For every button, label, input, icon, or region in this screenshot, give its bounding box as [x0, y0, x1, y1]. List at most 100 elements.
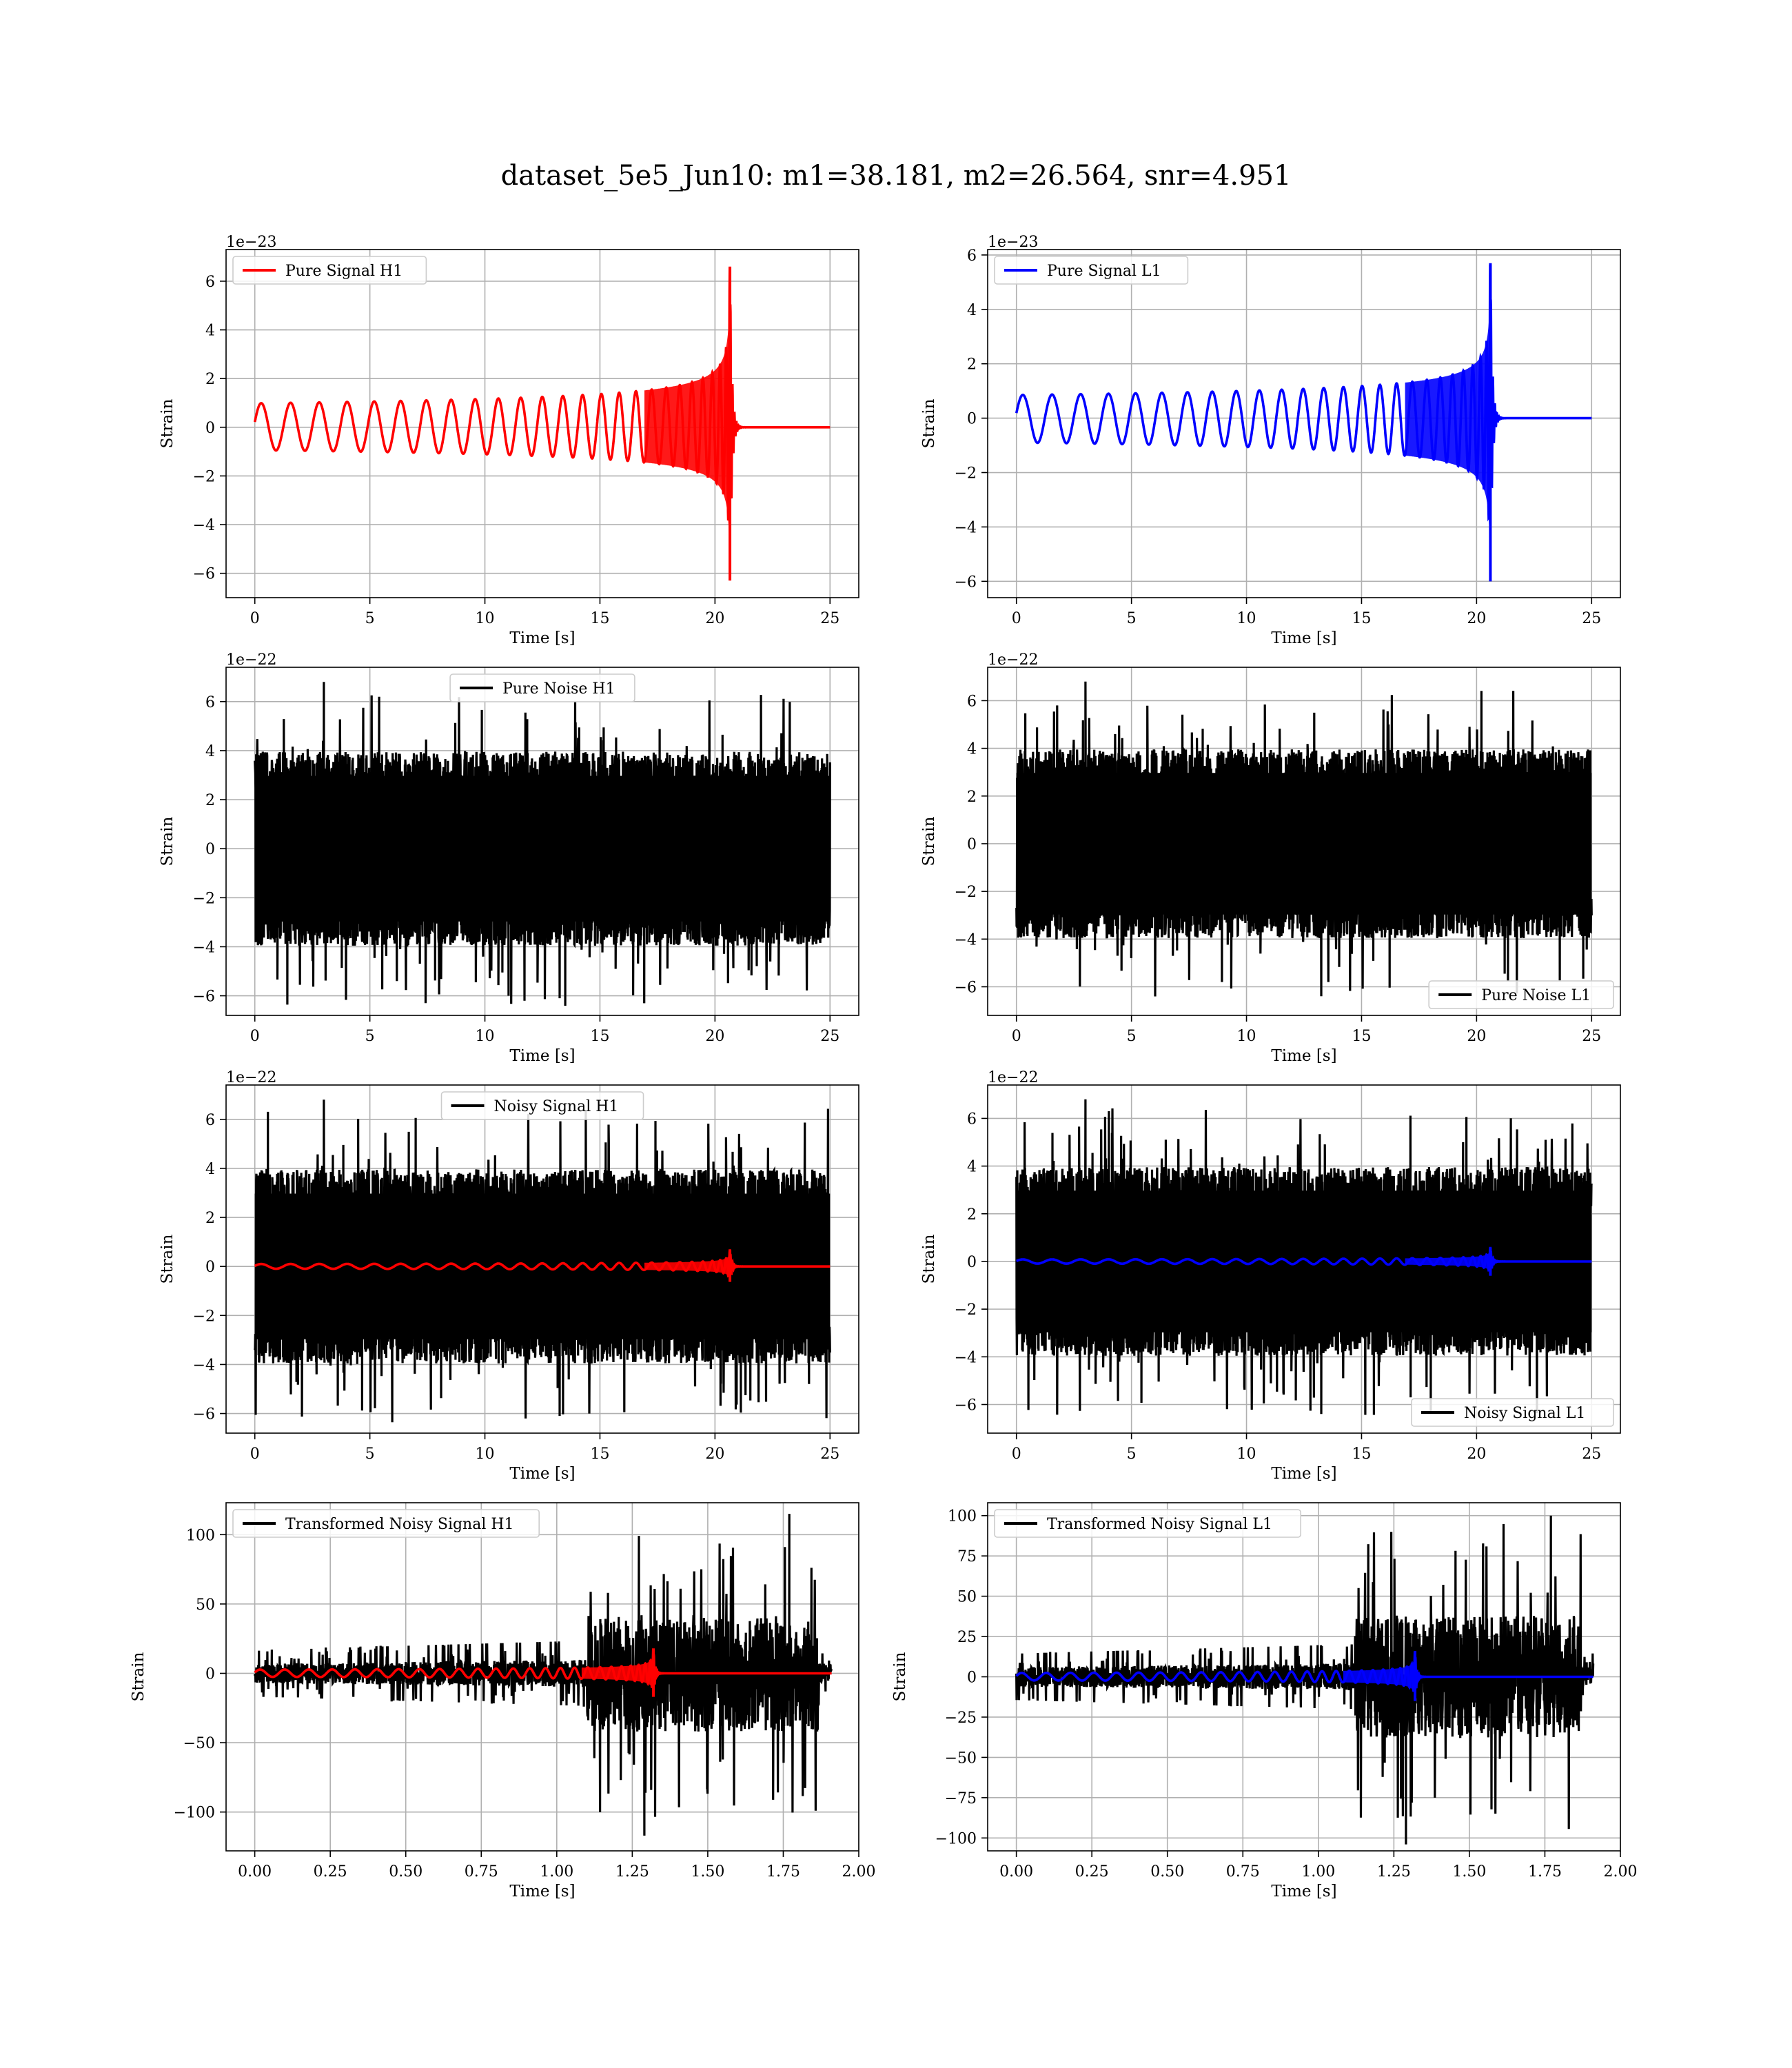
y-tick-label: 6	[967, 1111, 977, 1128]
y-axis-label: Strain	[159, 816, 176, 866]
x-tick-label: 0.50	[389, 1863, 422, 1881]
x-tick-label: 5	[365, 1028, 375, 1045]
legend-box	[449, 673, 635, 702]
y-tick-label: 4	[967, 741, 977, 758]
y-tick-label: −2	[193, 890, 215, 907]
legend-box	[994, 256, 1189, 285]
legend-box	[232, 1509, 540, 1538]
y-tick-label: 6	[967, 247, 977, 265]
legend: Noisy Signal H1	[440, 1091, 644, 1120]
x-tick-label: 0.50	[1150, 1863, 1184, 1881]
series-envelope	[644, 1250, 731, 1282]
x-tick-label: 0.00	[999, 1863, 1033, 1881]
chart-panel: 0 5 10 15 20 25 −6 −4 −2 0 2 4 6 Time [s] Strain 1e−22 P…	[920, 651, 1621, 1065]
legend-label: Pure Signal H1	[285, 263, 403, 280]
x-tick-label: 1.00	[1301, 1863, 1335, 1881]
legend-label: Pure Noise H1	[502, 680, 615, 698]
axis-offset-text: 1e−22	[226, 651, 276, 669]
legend: Pure Signal H1	[232, 256, 427, 285]
x-tick-label: 0.25	[314, 1863, 347, 1881]
y-tick-label: 2	[205, 1210, 215, 1227]
x-tick-label: 15	[1352, 610, 1371, 627]
y-tick-label: 2	[967, 356, 977, 374]
series-band	[1016, 773, 1592, 915]
y-axis-label: Strain	[920, 1234, 938, 1284]
x-axis-label: Time [s]	[509, 1465, 575, 1483]
legend-label: Pure Signal L1	[1047, 263, 1161, 280]
x-tick-label: 5	[1127, 1446, 1137, 1463]
y-tick-label: −2	[955, 1301, 977, 1319]
y-tick-label: −2	[193, 468, 215, 485]
x-tick-label: 10	[1237, 1446, 1256, 1463]
y-tick-label: −2	[955, 465, 977, 483]
x-tick-label: 1.75	[766, 1863, 800, 1881]
x-tick-label: 5	[1127, 610, 1137, 627]
axis-offset-text: 1e−23	[988, 234, 1038, 251]
x-tick-label: 1.75	[1528, 1863, 1562, 1881]
x-tick-label: 0	[250, 1028, 260, 1045]
x-axis-label: Time [s]	[1271, 1047, 1336, 1065]
axes-frame	[987, 249, 1621, 598]
y-tick-label: 0	[967, 1254, 977, 1271]
y-axis-label: Strain	[920, 816, 938, 866]
y-tick-label: 0	[967, 411, 977, 428]
y-tick-label: 0	[967, 836, 977, 853]
x-axis-label: Time [s]	[509, 1883, 575, 1900]
axis-offset-text: 1e−22	[988, 651, 1038, 669]
axes-frame	[225, 249, 859, 598]
y-axis-label: Strain	[159, 398, 176, 448]
chart-panel: 0 5 10 15 20 25 −6 −4 −2 0 2 4 6 Time [s] Strain 1e−22 N…	[920, 1069, 1621, 1483]
x-tick-label: 25	[1582, 1028, 1601, 1045]
y-tick-label: 0	[205, 841, 215, 858]
y-tick-label: 4	[205, 743, 215, 760]
y-tick-label: 2	[205, 371, 215, 388]
x-tick-label: 15	[1352, 1028, 1371, 1045]
x-tick-label: 15	[1352, 1446, 1371, 1463]
x-axis-label: Time [s]	[509, 629, 575, 647]
y-tick-label: −6	[193, 566, 215, 583]
y-tick-label: −4	[193, 939, 215, 956]
chart-panel: 0 5 10 15 20 25 −6 −4 −2 0 2 4 6 Time [s] Strain 1e−22 P…	[159, 651, 859, 1065]
series-line	[1016, 1246, 1592, 1272]
y-tick-label: −75	[945, 1790, 977, 1807]
series-band	[254, 776, 831, 922]
x-tick-label: 15	[590, 610, 609, 627]
legend-label: Noisy Signal H1	[494, 1098, 619, 1115]
x-tick-label: 5	[1127, 1028, 1137, 1045]
series-line	[253, 268, 831, 521]
figure-title: dataset_5e5_Jun10: m1=38.181, m2=26.564,…	[501, 160, 1292, 192]
y-axis-label: Strain	[159, 1234, 176, 1284]
y-tick-label: −4	[193, 1357, 215, 1374]
legend: Transformed Noisy Signal H1	[232, 1509, 540, 1538]
x-axis-label: Time [s]	[509, 1047, 575, 1065]
x-tick-label: 20	[1467, 610, 1486, 627]
x-tick-label: 0.75	[465, 1863, 498, 1881]
legend-label: Pure Noise L1	[1481, 987, 1591, 1004]
legend: Noisy Signal L1	[1411, 1398, 1614, 1427]
x-tick-label: 20	[705, 1446, 724, 1463]
y-tick-label: −4	[955, 931, 977, 949]
series-line	[254, 1648, 832, 1688]
y-tick-label: −6	[955, 1397, 977, 1414]
y-tick-label: 6	[967, 693, 977, 710]
legend-box	[440, 1091, 644, 1120]
y-tick-label: 6	[205, 274, 215, 291]
x-tick-label: 0.00	[238, 1863, 272, 1881]
chart-panel: 0.00 0.25 0.50 0.75 1.00 1.25 1.50 1.75 2.00 −100…	[891, 1502, 1637, 1900]
x-tick-label: 25	[820, 1446, 839, 1463]
x-tick-label: 5	[365, 1446, 375, 1463]
x-tick-label: 25	[820, 1028, 839, 1045]
x-tick-label: 25	[820, 610, 839, 627]
x-tick-label: 15	[590, 1446, 609, 1463]
legend: Pure Signal L1	[994, 256, 1189, 285]
x-axis-label: Time [s]	[1271, 1465, 1336, 1483]
x-tick-label: 10	[476, 1446, 495, 1463]
y-tick-label: 0	[205, 420, 215, 437]
legend: Transformed Noisy Signal L1	[994, 1509, 1302, 1538]
y-tick-label: 4	[205, 323, 215, 340]
y-tick-label: 0	[967, 1670, 977, 1687]
legend-label: Transformed Noisy Signal L1	[1047, 1516, 1272, 1533]
y-tick-label: −6	[955, 574, 977, 591]
series-envelope	[644, 266, 731, 581]
